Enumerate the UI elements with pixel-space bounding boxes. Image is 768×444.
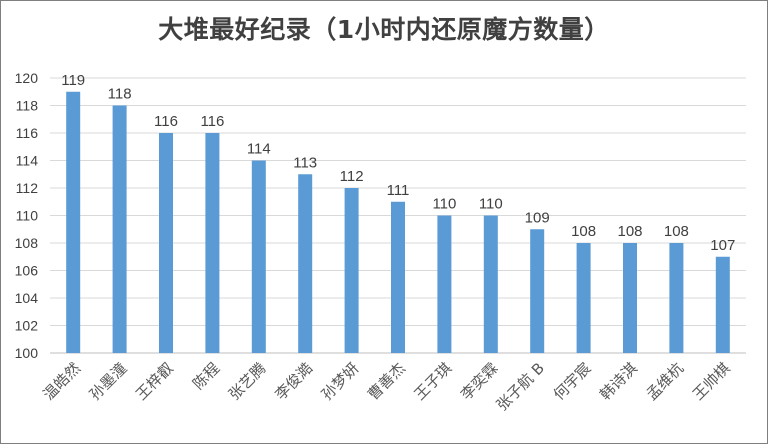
data-label: 116 [154,113,178,130]
x-tick-label: 孙梦妍 [318,359,363,404]
data-label: 107 [710,237,735,254]
bar [159,133,173,353]
data-label: 113 [293,154,317,171]
data-label: 108 [617,223,642,240]
data-label: 119 [61,72,85,89]
bar [251,160,266,353]
data-label: 112 [340,168,364,185]
x-tick-label: 张艺腾 [225,359,270,404]
y-tick-label: 118 [16,98,39,114]
data-label: 109 [525,209,550,226]
x-tick-label: 陈程 [189,359,223,393]
y-tick-label: 112 [16,180,39,196]
y-tick-label: 110 [16,208,39,224]
x-tick-label: 王子琪 [411,359,456,404]
y-tick-label: 114 [16,153,39,169]
y-tick-label: 108 [15,235,39,251]
y-tick-label: 100 [15,345,39,361]
x-tick-label: 李奕霖 [457,359,502,404]
data-label: 118 [108,86,132,103]
x-tick-label: 温皓然 [39,359,84,404]
bar [112,105,127,353]
x-tick-label: 韩诗淇 [596,359,641,404]
bar [623,243,637,353]
data-label: 108 [571,223,596,240]
x-tick-label: 张子航 B [493,359,548,414]
data-label: 110 [479,196,503,213]
bar [437,215,452,353]
x-tick-label: 孙墨潼 [86,359,131,404]
bar [391,201,405,353]
bar [483,215,498,353]
data-label: 110 [432,196,456,213]
x-tick-label: 王帅棋 [689,359,734,404]
data-labels: 119 118 116 116 114 113 112 111 110 110 109 108 108 1… [61,72,735,254]
x-tick-label: 王梓叡 [132,359,177,404]
data-label: 108 [664,223,689,240]
bar [576,243,591,353]
bar [205,133,220,353]
y-axis: 100 102 104 106 108 110 112 114 116 118 120 [15,70,39,361]
bar [669,243,684,353]
x-tick-label: 李俊澔 [271,359,316,404]
y-tick-label: 102 [15,318,39,334]
data-label: 116 [200,113,224,130]
y-tick-label: 104 [15,290,39,306]
x-tick-label: 曹善杰 [364,359,409,404]
y-tick-label: 106 [15,263,39,279]
bar [530,229,545,353]
x-tick-label: 孟维杭 [643,359,688,404]
data-label: 111 [387,182,410,199]
bars [66,91,730,353]
bar [715,256,730,353]
bar [298,174,313,353]
bar [66,91,81,353]
y-tick-label: 120 [15,70,39,86]
x-tick-label: 何宇宸 [550,359,595,404]
chart-title: 大堆最好纪录（1小时内还原魔方数量） [158,15,610,44]
y-tick-label: 116 [16,125,39,141]
data-label: 114 [247,141,271,158]
bar [344,188,359,353]
